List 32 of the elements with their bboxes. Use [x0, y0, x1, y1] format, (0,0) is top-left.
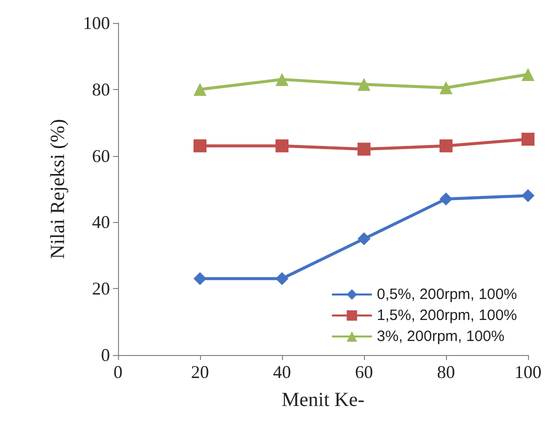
point: [358, 78, 370, 91]
point: [522, 68, 534, 81]
point: [522, 189, 534, 202]
point: [358, 232, 370, 246]
point: [522, 132, 534, 146]
point: [440, 139, 452, 152]
x-tick-label: 40: [273, 362, 291, 382]
x-tick-label: 20: [191, 362, 209, 382]
y-tick-label: 40: [92, 212, 110, 232]
point: [194, 139, 206, 152]
point: [440, 192, 452, 206]
y-tick-label: 80: [92, 79, 110, 100]
point: [276, 139, 288, 152]
point: [440, 81, 452, 94]
point: [194, 82, 206, 96]
legend-label: 3%, 200rpm, 100%: [376, 328, 504, 345]
x-tick-label: 0: [114, 362, 122, 382]
point: [276, 272, 288, 286]
legend-label: 0,5%, 200rpm, 100%: [376, 286, 518, 303]
x-tick-label: 80: [437, 362, 455, 382]
y-tick-label: 100: [83, 13, 110, 33]
x-tick-label: 60: [355, 362, 373, 382]
y-axis-title: Nilai Rejeksi (%): [47, 119, 69, 259]
y-tick-label: 0: [101, 345, 110, 365]
y-tick-label: 60: [92, 146, 110, 166]
x-axis-title: Menit Ke-: [282, 389, 364, 411]
point: [358, 142, 370, 156]
point: [194, 272, 206, 286]
y-tick-label: 20: [92, 278, 110, 299]
x-tick-label: 100: [514, 362, 542, 382]
point: [276, 72, 288, 86]
legend-label: 1,5%, 200rpm, 100%: [376, 307, 518, 324]
